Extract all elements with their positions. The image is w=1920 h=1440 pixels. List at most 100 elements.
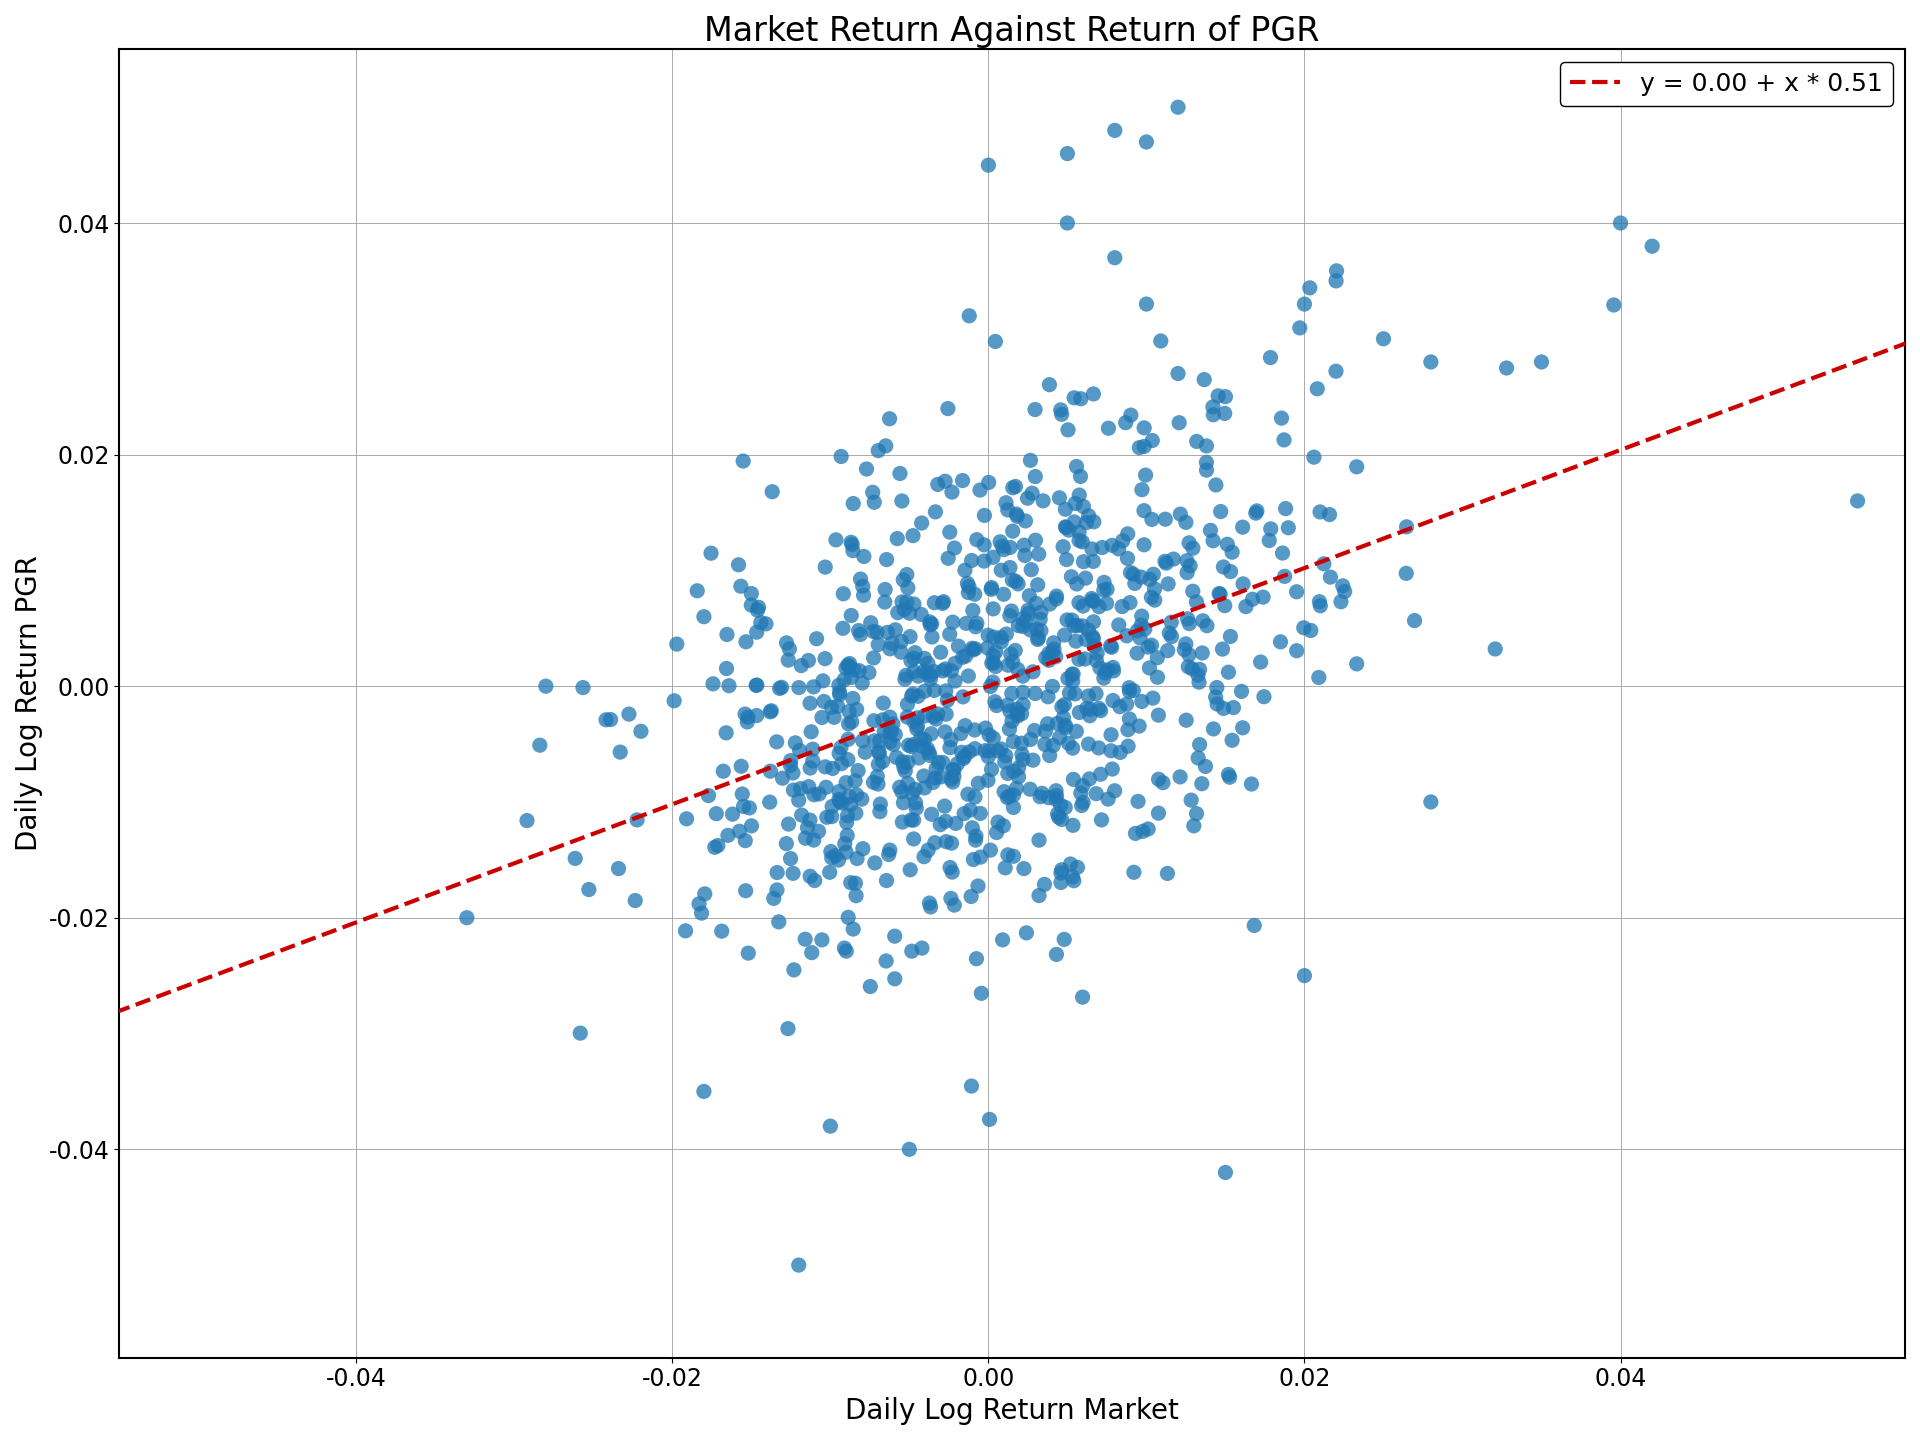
- Point: [900, 641, 931, 664]
- Point: [1213, 763, 1244, 786]
- Point: [833, 906, 864, 929]
- Point: [1599, 294, 1630, 317]
- Point: [950, 714, 981, 737]
- Point: [1085, 700, 1116, 723]
- Point: [804, 782, 835, 805]
- Point: [1187, 772, 1217, 795]
- Point: [948, 685, 979, 708]
- Point: [1306, 501, 1336, 524]
- Point: [1068, 775, 1098, 798]
- Point: [989, 814, 1020, 837]
- Point: [877, 733, 908, 756]
- Point: [925, 641, 956, 664]
- Point: [1267, 541, 1298, 564]
- Point: [768, 766, 799, 789]
- Point: [810, 556, 841, 579]
- Point: [998, 760, 1029, 783]
- Point: [899, 710, 929, 733]
- Point: [916, 723, 947, 746]
- Point: [872, 549, 902, 572]
- Point: [699, 835, 730, 858]
- Point: [1056, 609, 1087, 632]
- Point: [1025, 785, 1056, 808]
- Point: [950, 612, 981, 635]
- Point: [1035, 373, 1066, 396]
- Point: [1284, 317, 1315, 340]
- Point: [991, 744, 1021, 768]
- Point: [797, 749, 828, 772]
- Point: [870, 577, 900, 600]
- Point: [970, 550, 1000, 573]
- Point: [778, 863, 808, 886]
- Point: [872, 621, 902, 644]
- Point: [591, 708, 622, 732]
- Point: [835, 793, 866, 816]
- Point: [778, 779, 808, 802]
- Point: [1060, 492, 1091, 516]
- Point: [887, 811, 918, 834]
- Point: [973, 154, 1004, 177]
- Point: [1060, 510, 1091, 533]
- Point: [1064, 701, 1094, 724]
- Point: [1008, 681, 1039, 704]
- Point: [1050, 516, 1081, 539]
- Point: [914, 891, 945, 914]
- Point: [1075, 698, 1106, 721]
- Point: [1187, 609, 1217, 632]
- Point: [1325, 590, 1356, 613]
- Point: [833, 700, 864, 723]
- Point: [893, 693, 924, 716]
- Point: [1315, 566, 1346, 589]
- Point: [1035, 744, 1066, 768]
- Point: [1117, 680, 1148, 703]
- Point: [887, 569, 918, 592]
- Point: [1033, 786, 1064, 809]
- Point: [828, 792, 858, 815]
- Point: [1083, 595, 1114, 618]
- Point: [1137, 634, 1167, 657]
- Point: [735, 593, 766, 616]
- Point: [1116, 590, 1146, 613]
- Point: [1175, 554, 1206, 577]
- Point: [847, 575, 877, 598]
- Point: [914, 611, 945, 634]
- Point: [1050, 549, 1081, 572]
- Point: [912, 838, 943, 861]
- Point: [829, 936, 860, 959]
- Point: [793, 775, 824, 798]
- Point: [922, 707, 952, 730]
- Point: [996, 651, 1027, 674]
- Point: [766, 675, 797, 698]
- Point: [1114, 707, 1144, 730]
- Point: [1137, 687, 1167, 710]
- Point: [1238, 914, 1269, 937]
- Point: [985, 626, 1016, 649]
- Point: [595, 708, 626, 732]
- Point: [1014, 585, 1044, 608]
- Point: [1035, 592, 1066, 615]
- Point: [1173, 612, 1204, 635]
- Point: [1188, 369, 1219, 392]
- Point: [897, 782, 927, 805]
- Point: [1046, 858, 1077, 881]
- Point: [1073, 619, 1104, 642]
- Point: [756, 480, 787, 503]
- Point: [1071, 697, 1102, 720]
- Point: [816, 795, 847, 818]
- Point: [851, 740, 881, 763]
- Point: [956, 549, 987, 572]
- Point: [1058, 670, 1089, 693]
- Point: [899, 592, 929, 615]
- Point: [1089, 579, 1119, 602]
- Point: [912, 737, 943, 760]
- Point: [864, 730, 895, 753]
- Point: [1021, 618, 1052, 641]
- Point: [893, 750, 924, 773]
- Point: [841, 884, 872, 907]
- Point: [1052, 419, 1083, 442]
- Point: [1198, 403, 1229, 426]
- Point: [1208, 556, 1238, 579]
- Point: [1119, 861, 1150, 884]
- Point: [935, 768, 966, 791]
- Point: [622, 808, 653, 831]
